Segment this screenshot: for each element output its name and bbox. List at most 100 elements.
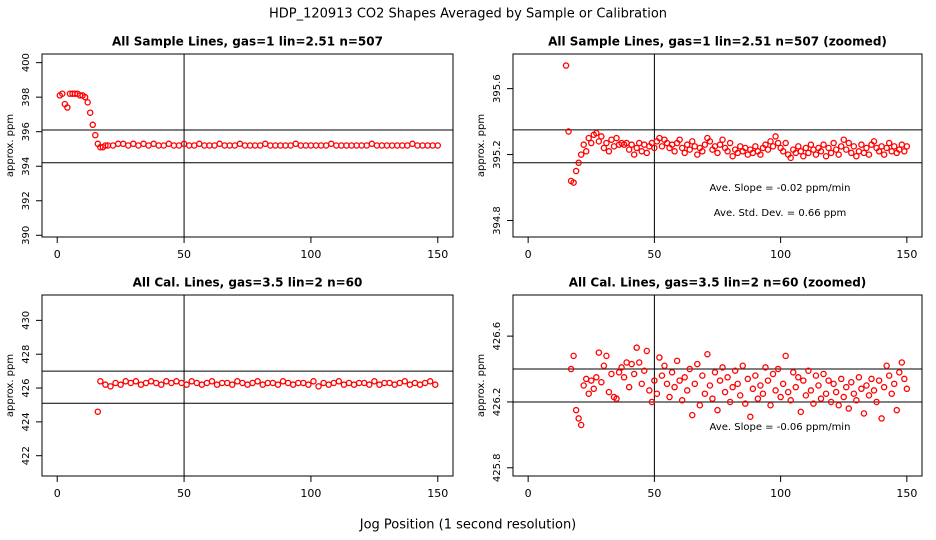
point (241, 142, 249, 149)
point (870, 138, 878, 145)
point (102, 142, 109, 149)
point (421, 379, 429, 387)
point (608, 370, 615, 378)
point (777, 393, 784, 401)
point (731, 367, 739, 374)
x-tick-label: 0 (54, 248, 61, 261)
point (598, 133, 605, 140)
point (903, 385, 911, 393)
point (812, 372, 820, 379)
point (211, 142, 218, 149)
point (404, 142, 411, 149)
point (59, 90, 66, 97)
point (249, 379, 256, 387)
point (832, 146, 840, 153)
point (802, 392, 810, 399)
point (114, 140, 122, 148)
point (588, 139, 595, 147)
point (102, 381, 109, 388)
point (769, 143, 777, 150)
point (822, 152, 830, 160)
point (767, 401, 774, 409)
point (873, 398, 880, 406)
chart-title: All Sample Lines, gas=1 lin=2.51 n=507 (… (548, 35, 887, 49)
point (109, 142, 117, 149)
point (706, 382, 714, 389)
point (585, 390, 592, 397)
point (603, 352, 610, 360)
point (595, 349, 603, 356)
point (577, 421, 585, 429)
y-tick-label: 394 (21, 157, 32, 176)
point (694, 151, 701, 158)
x-tick-label: 0 (525, 248, 532, 261)
point (388, 142, 396, 149)
point (203, 379, 211, 387)
point (668, 369, 676, 376)
point (600, 144, 608, 152)
chart-title: All Cal. Lines, gas=3.5 lin=2 n=60 (133, 276, 363, 290)
point (762, 364, 769, 371)
point (424, 142, 431, 149)
x-axis-label: Jog Position (1 second resolution) (359, 518, 577, 533)
point (651, 377, 658, 384)
point (234, 378, 241, 385)
point (570, 179, 577, 186)
point (575, 159, 582, 167)
annotation: Ave. Slope = -0.06 ppm/min (710, 422, 851, 433)
point (231, 142, 239, 149)
point (853, 397, 860, 404)
point (590, 385, 598, 393)
point (641, 367, 648, 374)
point (714, 406, 721, 414)
point (802, 144, 810, 152)
y-tick-label: 425.8 (492, 453, 503, 482)
point (757, 382, 764, 389)
point (729, 383, 736, 391)
point (706, 138, 714, 145)
point (901, 148, 908, 155)
point (160, 142, 168, 149)
point (345, 379, 353, 387)
point (749, 385, 757, 393)
plot-frame (512, 53, 923, 238)
point (726, 139, 734, 147)
point (383, 142, 391, 149)
point (681, 374, 688, 381)
point (593, 129, 600, 137)
point (724, 148, 731, 155)
point (620, 374, 628, 381)
point (429, 142, 436, 149)
point (805, 149, 812, 157)
point (678, 397, 686, 404)
point (81, 93, 89, 101)
point (893, 406, 901, 414)
point (658, 143, 666, 150)
point (855, 374, 863, 381)
point (152, 379, 160, 387)
x-tick-label: 100 (300, 248, 321, 261)
point (744, 375, 752, 383)
point (858, 141, 865, 148)
point (800, 377, 807, 384)
y-tick-label: 426.2 (492, 388, 503, 417)
y-tick-label: 395.2 (492, 140, 503, 169)
point (322, 142, 330, 149)
point (635, 359, 643, 366)
point (835, 151, 842, 158)
point (294, 379, 302, 387)
point (426, 378, 434, 385)
y-axis-label: approx. ppm (5, 114, 16, 177)
point (787, 154, 794, 162)
point (236, 140, 244, 148)
point (807, 387, 815, 394)
y-axis-label: approx. ppm (476, 114, 487, 177)
point (312, 142, 320, 149)
point (795, 143, 802, 150)
point (628, 141, 635, 148)
point (769, 370, 777, 378)
point (64, 104, 71, 111)
point (600, 362, 608, 370)
point (865, 392, 873, 399)
point (348, 142, 355, 149)
